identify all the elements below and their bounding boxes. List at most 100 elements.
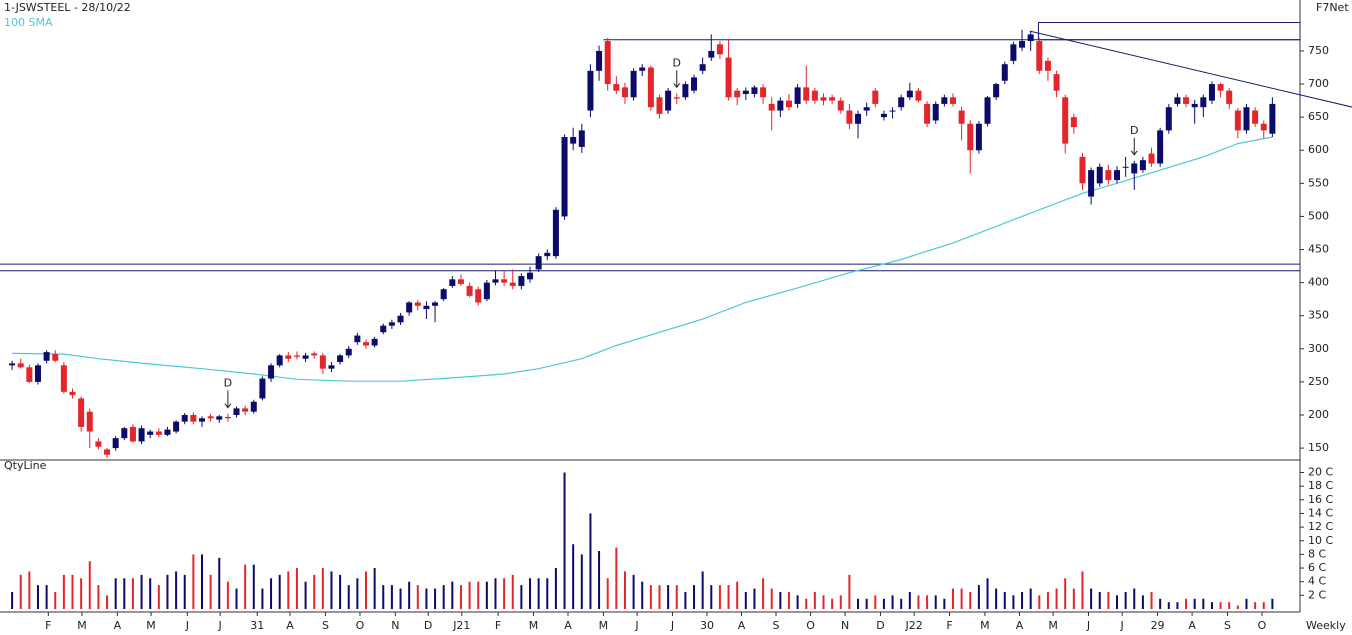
volume-bar	[295, 568, 298, 609]
candle-body	[734, 90, 741, 98]
volume-bar	[1081, 571, 1084, 609]
candle-body	[647, 67, 654, 108]
x-tick-label: S	[1224, 619, 1231, 632]
volume-bar	[477, 581, 480, 609]
x-tick-label: M	[980, 619, 990, 632]
volume-bar	[503, 578, 506, 609]
candle-body	[1019, 41, 1026, 48]
candle-body	[863, 107, 870, 111]
volume-bar	[330, 571, 333, 609]
trendline	[1029, 30, 1352, 108]
candle-body	[621, 87, 628, 98]
volume-bar	[425, 588, 428, 609]
candle-body	[880, 113, 887, 118]
candle-body	[846, 110, 853, 124]
volume-bar	[442, 585, 445, 609]
candle-body	[190, 414, 197, 422]
y-tick-label: 14 C	[1308, 506, 1333, 519]
candle-body	[457, 279, 464, 284]
candle-body	[388, 322, 395, 326]
candle-body	[872, 90, 879, 104]
volume-bar	[580, 554, 583, 609]
volume-bar	[175, 571, 178, 609]
candle-body	[829, 97, 836, 101]
candle-body	[1260, 123, 1267, 131]
y-tick-label: 12 C	[1308, 520, 1333, 533]
volume-bar	[1167, 602, 1170, 609]
volume-bar	[710, 585, 713, 609]
volume-bar	[304, 581, 307, 609]
volume-bar	[848, 574, 851, 609]
volume-bar	[1055, 588, 1058, 609]
candle-body	[915, 90, 922, 101]
volume-bar	[874, 595, 877, 609]
candle-body	[440, 289, 447, 300]
marker-label: D	[1130, 124, 1138, 137]
candle-body	[43, 352, 50, 361]
volume-bar	[822, 595, 825, 609]
volume-bar	[658, 585, 661, 609]
x-tick-label: F	[45, 619, 51, 632]
x-tick-label: N	[841, 619, 849, 632]
volume-bar	[934, 595, 937, 609]
candle-body	[207, 416, 214, 419]
volume-bar	[718, 585, 721, 609]
y-tick-label: 2 C	[1308, 588, 1326, 601]
volume-bar	[278, 574, 281, 609]
candle-body	[52, 354, 59, 361]
candle-body	[855, 113, 862, 124]
candle-body	[544, 252, 551, 257]
volume-bar	[1090, 588, 1093, 609]
candle-body	[889, 110, 896, 112]
candle-body	[69, 391, 76, 396]
x-tick-label: A	[114, 619, 122, 632]
x-tick-label: J	[1086, 619, 1090, 632]
volume-bar	[54, 591, 57, 609]
volume-bar	[865, 598, 868, 609]
x-tick-label: J	[670, 619, 674, 632]
y-tick-label: 20 C	[1308, 466, 1333, 479]
candle-body	[656, 97, 663, 114]
y-tick-label: 500	[1308, 209, 1329, 222]
volume-bar	[649, 585, 652, 609]
volume-bar	[1219, 602, 1222, 609]
volume-bar	[1228, 602, 1231, 609]
candle-body	[129, 426, 136, 442]
volume-bar	[1202, 598, 1205, 609]
candle-body	[1088, 170, 1095, 197]
volume-bar	[623, 571, 626, 609]
volume-bar	[408, 581, 411, 609]
candle-body	[932, 103, 939, 121]
candle-body	[250, 401, 257, 412]
candle-body	[1183, 97, 1190, 104]
candle-body	[285, 355, 292, 359]
volume-bar	[882, 598, 885, 609]
volume-bar	[287, 571, 290, 609]
volume-bar	[1159, 598, 1162, 609]
volume-bar	[434, 588, 437, 609]
volume-bar	[365, 571, 368, 609]
volume-bar	[36, 585, 39, 609]
x-tick-label: N	[391, 619, 399, 632]
y-tick-label: 150	[1308, 441, 1329, 454]
volume-bar	[451, 581, 454, 609]
candle-body	[803, 87, 810, 101]
volume-bar	[1210, 602, 1213, 609]
candle-body	[975, 123, 982, 151]
volume-bar	[796, 595, 799, 609]
y-tick-label: 650	[1308, 110, 1329, 123]
y-tick-label: 700	[1308, 77, 1329, 90]
candle-body	[423, 305, 430, 310]
volume-bar	[390, 585, 393, 609]
candle-body	[475, 289, 482, 303]
candle-body	[1174, 97, 1181, 104]
volume-bar	[1193, 598, 1196, 609]
candle-body	[699, 64, 706, 71]
volume-bar	[28, 571, 31, 609]
volume-bar	[632, 574, 635, 609]
volume-bar	[270, 578, 273, 609]
volume-bar	[235, 588, 238, 609]
volume-bar	[485, 581, 488, 609]
candle-body	[639, 67, 646, 71]
candle-body	[1234, 110, 1241, 131]
